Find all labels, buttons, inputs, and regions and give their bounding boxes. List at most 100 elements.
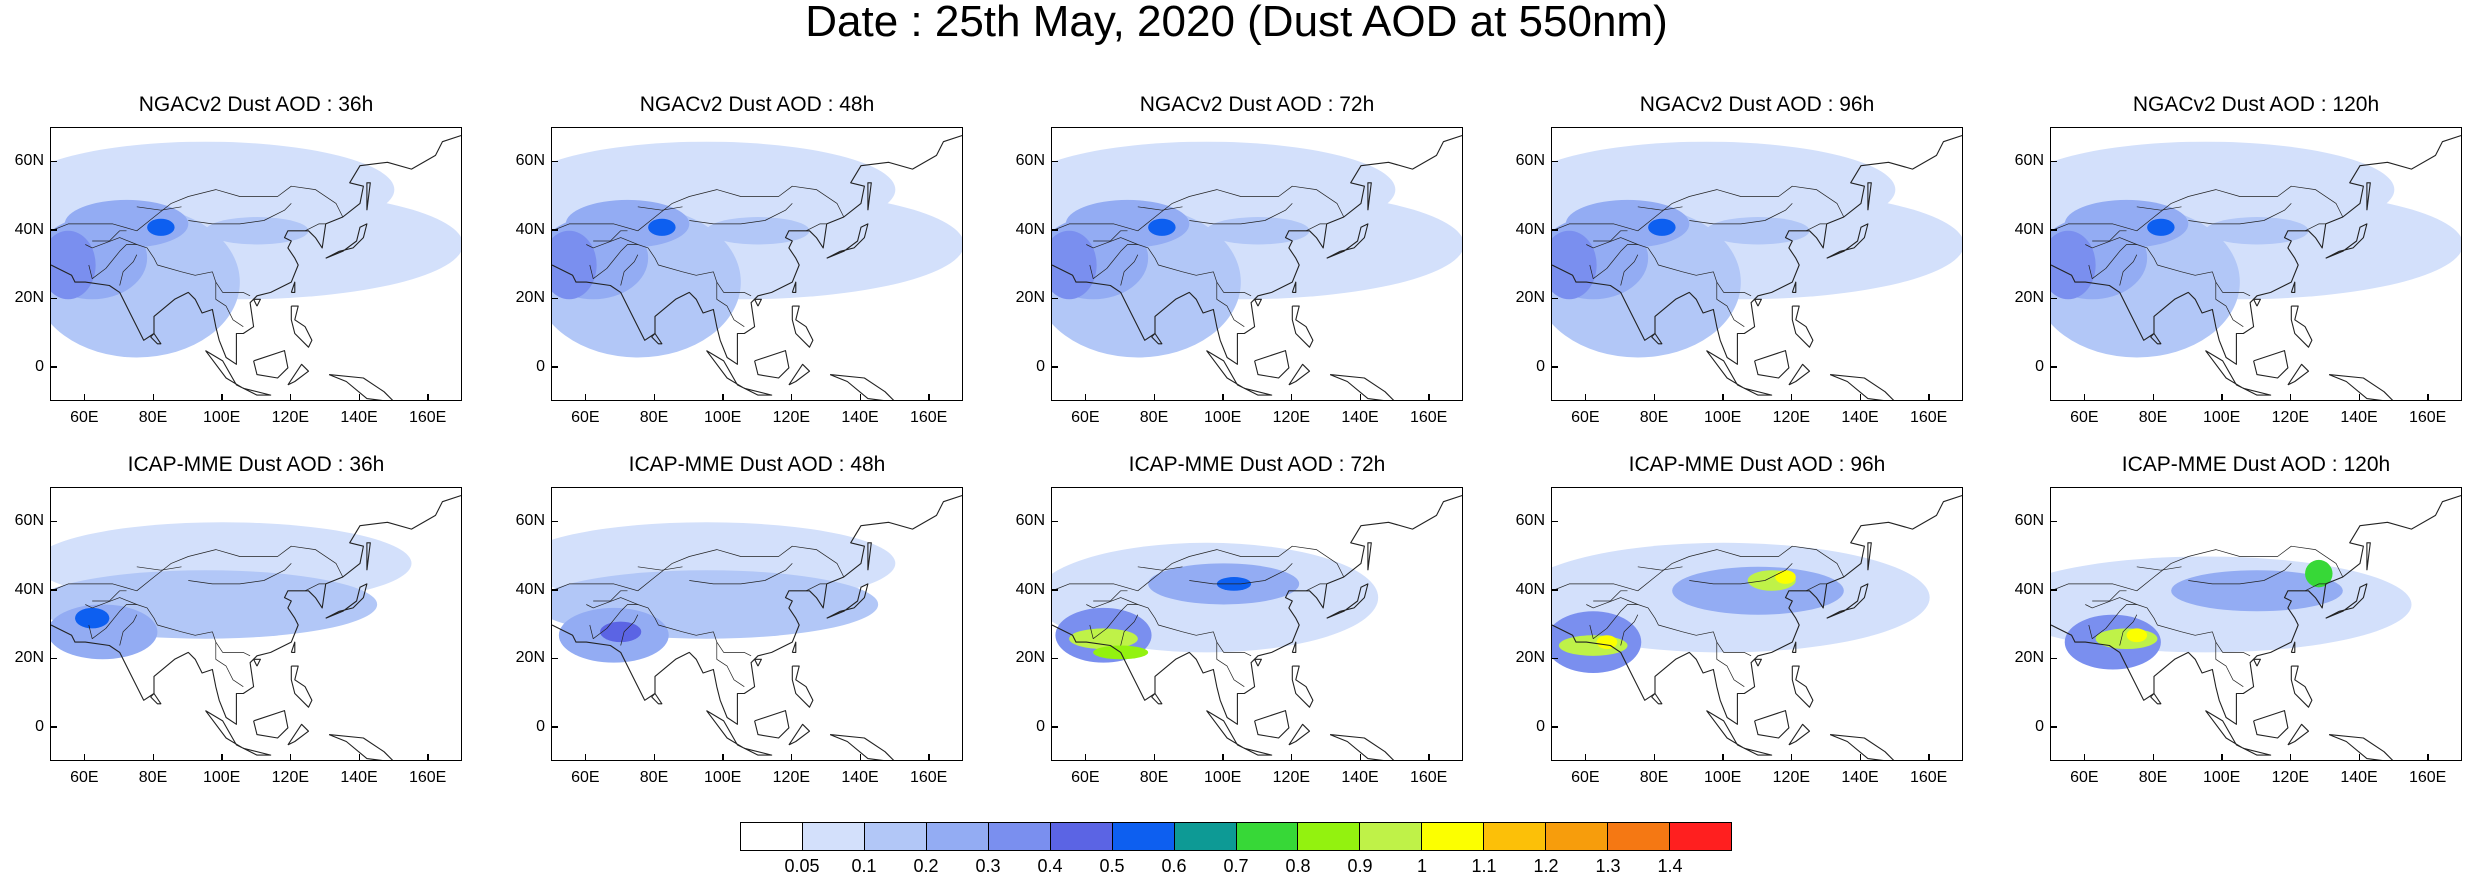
lat-tick-label: 40N	[14, 220, 44, 238]
coastline	[829, 374, 895, 400]
lon-tick-mark	[1290, 754, 1293, 761]
coastline	[826, 583, 869, 619]
map-panel	[1051, 487, 1463, 761]
country-border	[589, 244, 638, 280]
country-border	[1216, 282, 1245, 327]
coastline	[205, 710, 244, 749]
lat-tick-label: 40N	[1015, 220, 1045, 238]
coastline	[1651, 692, 1663, 705]
coastline	[1254, 350, 1290, 379]
lon-tick-label: 100E	[1203, 769, 1242, 786]
coastline	[788, 363, 811, 386]
lat-tick-label: 20N	[14, 649, 44, 667]
coastline	[1329, 374, 1395, 400]
colorbar-swatch	[864, 823, 927, 850]
coastline	[552, 494, 962, 725]
coastline	[2290, 641, 2296, 653]
lon-tick-mark	[1653, 754, 1655, 761]
country-border	[1689, 203, 1793, 225]
coastline	[1052, 134, 1462, 365]
country-border	[1637, 566, 1683, 571]
lat-tick-mark	[551, 229, 558, 231]
coastline	[1291, 641, 1297, 653]
colorbar-swatch	[1422, 823, 1485, 850]
lon-tick-mark	[2152, 754, 2154, 761]
lon-tick-label: 80E	[2138, 769, 2168, 786]
lon-tick-mark	[1290, 394, 1293, 401]
dust-aod-area	[648, 218, 676, 236]
coastline	[290, 665, 313, 708]
lon-tick-label: 160E	[2408, 409, 2447, 426]
country-border	[51, 185, 344, 232]
coastline	[150, 332, 162, 345]
coastline	[290, 641, 296, 653]
panel-title: NGACv2 Dust AOD : 48h	[639, 93, 875, 116]
colorbar-label: 1.1	[1471, 856, 1497, 876]
colorbar-swatch	[741, 823, 803, 850]
dust-aod-map	[2051, 134, 2461, 400]
country-border	[1593, 590, 1628, 602]
coastline	[1829, 734, 1895, 760]
lat-tick-mark	[1551, 229, 1558, 231]
country-border	[552, 185, 845, 232]
country-border	[716, 642, 745, 687]
lat-tick-mark	[1551, 366, 1558, 368]
lat-tick-label: 20N	[515, 289, 545, 307]
colorbar-label: 0.9	[1347, 856, 1373, 876]
lon-tick-mark	[2221, 754, 2223, 761]
lon-tick-label: 140E	[2340, 409, 2378, 426]
country-border	[1805, 583, 1827, 592]
lon-tick-label: 160E	[909, 409, 948, 426]
lon-tick-mark	[722, 394, 724, 401]
lat-tick-mark	[1051, 160, 1058, 163]
dust-aod-map	[51, 494, 461, 760]
lon-tick-mark	[1084, 394, 1087, 401]
lon-tick-label: 120E	[2271, 409, 2310, 426]
coastline	[2150, 692, 2162, 705]
lon-tick-mark	[1359, 394, 1361, 401]
dust-aod-area	[2126, 628, 2148, 643]
lon-tick-mark	[2427, 754, 2429, 761]
lon-tick-mark	[1653, 394, 1655, 401]
lon-tick-label: 100E	[1203, 409, 1242, 426]
lon-tick-label: 100E	[1703, 409, 1742, 426]
country-border	[2188, 203, 2292, 225]
lat-tick-label: 0	[536, 717, 545, 735]
lat-tick-label: 0	[2035, 717, 2044, 735]
lat-tick-label: 60N	[1515, 152, 1545, 170]
lon-tick-mark	[152, 394, 154, 401]
lon-tick-label: 140E	[340, 769, 378, 786]
coastline	[1552, 134, 1962, 365]
lat-tick-mark	[50, 726, 57, 728]
country-border	[215, 642, 244, 687]
lat-tick-mark	[551, 366, 558, 368]
lon-tick-label: 60E	[1571, 409, 1600, 426]
coastline	[253, 298, 261, 307]
lat-tick-mark	[2050, 297, 2057, 300]
lon-tick-label: 160E	[408, 769, 447, 786]
lat-tick-label: 60N	[14, 152, 44, 170]
map-panel	[50, 487, 462, 761]
coastline	[791, 665, 814, 708]
country-border	[1305, 223, 1327, 232]
lon-tick-mark	[2289, 754, 2292, 761]
lon-tick-mark	[1153, 394, 1155, 401]
coastline	[744, 747, 773, 756]
country-border	[1052, 545, 1345, 592]
lon-tick-label: 120E	[1272, 409, 1311, 426]
lon-tick-mark	[1928, 754, 1930, 761]
country-border	[2188, 563, 2292, 585]
country-border	[1137, 206, 1183, 211]
coastline	[2366, 542, 2371, 571]
lat-tick-label: 60N	[515, 152, 545, 170]
lon-tick-label: 160E	[1409, 409, 1448, 426]
lat-tick-label: 40N	[14, 580, 44, 598]
lon-tick-label: 120E	[772, 409, 811, 426]
country-border	[2304, 583, 2326, 592]
lat-tick-label: 20N	[1515, 289, 1545, 307]
coastline	[744, 387, 773, 396]
lat-tick-label: 40N	[2014, 580, 2044, 598]
coastline	[2253, 658, 2261, 667]
dust-aod-map	[1552, 134, 1962, 400]
coastline	[1706, 350, 1745, 389]
